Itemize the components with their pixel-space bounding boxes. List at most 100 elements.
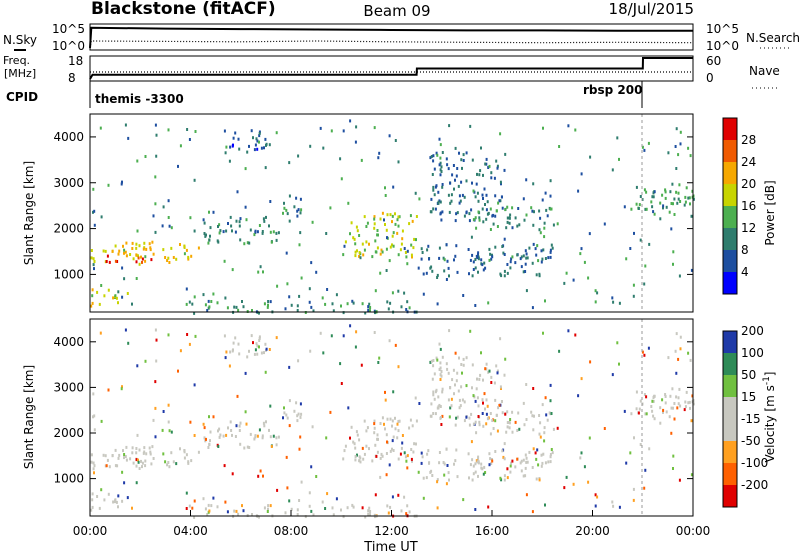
power-cell [208, 238, 211, 242]
power-cell [477, 255, 480, 259]
velocity-cell [373, 331, 376, 334]
velocity-cell [496, 369, 499, 373]
power-cell [525, 289, 528, 293]
velocity-cell [623, 409, 626, 413]
velocity-cell [448, 478, 450, 482]
velocity-cell [204, 507, 207, 511]
velocity-cell [154, 380, 157, 384]
power-cell [538, 209, 541, 213]
power-cell [544, 191, 547, 195]
velocity-cell [412, 450, 415, 454]
velocity-cell [276, 488, 279, 492]
power-cell [238, 147, 241, 151]
velocity-cell [144, 464, 147, 468]
power-cell [242, 305, 245, 309]
velocity-cell [385, 433, 388, 437]
velocity-cell [300, 480, 303, 484]
velocity-cell [689, 358, 692, 362]
velocity-cell [375, 454, 378, 458]
power-cell [256, 230, 259, 234]
cpid-segment-1: rbsp 200 [583, 83, 642, 97]
power-cell [683, 203, 686, 207]
power-cell [669, 190, 672, 194]
y-tick-label: 2000 [53, 426, 84, 440]
velocity-cell [212, 496, 215, 500]
power-cell [482, 197, 484, 200]
power-cell [379, 252, 382, 256]
power-cell [127, 136, 130, 140]
power-cell [516, 253, 519, 257]
velocity-cell [493, 381, 496, 385]
power-cell [90, 256, 93, 260]
power-cell [202, 293, 205, 297]
power-cell [525, 213, 528, 217]
velocity-cell [183, 456, 186, 460]
power-cell [325, 232, 328, 235]
power-cell [532, 242, 535, 246]
velocity-cell [673, 402, 676, 405]
velocity-cell [193, 383, 196, 387]
power-cell [143, 241, 146, 245]
power-cell [432, 159, 435, 163]
velocity-cell [690, 473, 693, 477]
power-cell [648, 242, 651, 246]
velocity-cell [237, 512, 240, 516]
power-cell [284, 307, 287, 311]
y-tick-label: 1000 [53, 267, 84, 281]
power-cell [667, 151, 670, 155]
power-cell [458, 194, 461, 198]
velocity-cell [218, 435, 221, 439]
power-cell [132, 257, 135, 261]
power-cell [494, 194, 497, 198]
velocity-cell [227, 426, 229, 430]
power-cell [467, 248, 470, 251]
velocity-cell [543, 426, 546, 430]
velocity-cell [207, 503, 210, 507]
velocity-cell [496, 371, 499, 375]
velocity-cell [678, 387, 681, 391]
power-cell [651, 205, 654, 209]
velocity-cell [542, 331, 544, 335]
x-tick-label: 12:00 [374, 524, 409, 538]
power-cell [167, 128, 170, 132]
power-cell [652, 191, 655, 195]
velocity-cell [212, 415, 215, 419]
power-cell [405, 308, 408, 311]
power-cell [531, 209, 534, 213]
velocity-cell [177, 369, 179, 373]
velocity-cell [448, 329, 451, 333]
power-cell [439, 143, 442, 147]
velocity-cell [563, 486, 566, 490]
velocity-cell [266, 510, 269, 513]
power-cell [392, 185, 395, 189]
power-cell [671, 182, 674, 186]
power-cell [189, 216, 192, 220]
velocity-cell [248, 349, 250, 353]
y-tick-label: 2000 [53, 222, 84, 236]
velocity-cell [547, 460, 550, 464]
velocity-cell [397, 365, 400, 369]
power-cell [311, 220, 314, 224]
power-cell [541, 198, 544, 202]
velocity-cell [469, 329, 472, 333]
velocity-cell [226, 510, 229, 514]
power-cell [216, 301, 219, 305]
nsearch-line [89, 40, 694, 49]
power-cell [392, 244, 395, 248]
velocity-cell [121, 470, 124, 474]
velocity-cell [463, 400, 466, 404]
power-cell [331, 302, 334, 306]
power-cell [296, 309, 299, 312]
power-cell [488, 258, 491, 262]
power-cell [436, 153, 439, 157]
power-cell [358, 234, 361, 237]
power-cell [355, 125, 358, 129]
power-cell [369, 306, 372, 309]
velocity-cell [459, 404, 462, 408]
velocity-cell [388, 339, 391, 343]
velocity-cell [324, 507, 327, 510]
power-cell [411, 219, 414, 223]
velocity-cell [503, 474, 506, 478]
power-cell [386, 300, 389, 304]
power-cell [376, 246, 379, 250]
